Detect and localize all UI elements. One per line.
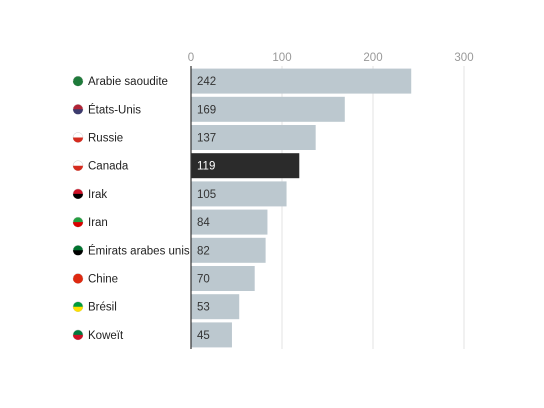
category-label: Iran — [88, 217, 108, 229]
bar — [191, 209, 268, 235]
flag-icon-part — [73, 222, 83, 228]
x-tick-label: 100 — [272, 52, 291, 64]
x-tick-label: 0 — [188, 52, 194, 64]
bar — [191, 266, 255, 291]
category-label: Canada — [88, 161, 129, 173]
bar — [191, 125, 316, 150]
value-label: 137 — [197, 133, 216, 145]
category-label: Koweït — [88, 330, 124, 342]
bar — [191, 322, 232, 348]
value-label: 242 — [197, 76, 216, 88]
flag-icon-part — [73, 306, 83, 312]
flag-icon-part — [73, 334, 83, 340]
bar — [191, 96, 345, 122]
flag-icon-part — [73, 250, 83, 256]
category-label: Irak — [88, 189, 107, 201]
value-label: 119 — [197, 161, 215, 173]
flag-icon-part — [73, 193, 83, 199]
value-label: 105 — [197, 189, 216, 201]
flag-icon-part — [73, 137, 83, 143]
value-label: 70 — [197, 274, 210, 286]
value-label: 82 — [197, 245, 210, 257]
bar — [191, 181, 287, 207]
bar — [191, 68, 412, 94]
flag-icon-part — [73, 278, 83, 284]
flag-icon-part — [73, 81, 83, 87]
x-tick-label: 200 — [363, 52, 382, 64]
value-label: 53 — [197, 302, 210, 314]
x-tick-label: 300 — [454, 52, 473, 64]
category-label: États-Unis — [88, 103, 141, 116]
flag-icon-part — [73, 165, 83, 171]
bar — [191, 294, 240, 320]
flag-icon-part — [73, 109, 83, 115]
value-label: 169 — [197, 104, 216, 116]
category-label: Brésil — [88, 302, 117, 314]
bar — [191, 237, 266, 263]
category-label: Chine — [88, 274, 118, 286]
bar — [191, 153, 300, 179]
category-label: Russie — [88, 133, 123, 145]
category-label: Émirats arabes unis — [88, 244, 190, 257]
value-label: 84 — [197, 217, 210, 229]
value-label: 45 — [197, 330, 210, 342]
category-label: Arabie saoudite — [88, 76, 168, 88]
